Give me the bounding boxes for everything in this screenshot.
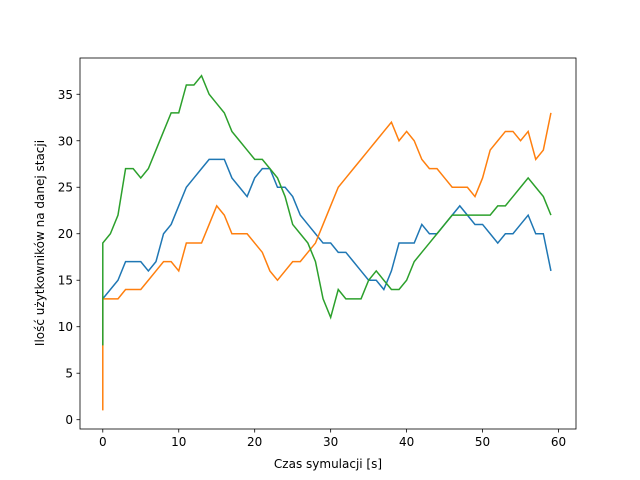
x-tick-label: 10 — [171, 435, 186, 449]
x-tick-label: 0 — [99, 435, 107, 449]
y-axis-label: Ilość użytkowników na danej stacji — [33, 140, 47, 346]
y-tick-label: 10 — [58, 320, 73, 334]
line-series — [102, 74, 552, 346]
x-tick-label: 50 — [475, 435, 490, 449]
y-tick-label: 0 — [65, 413, 73, 427]
y-tick-label: 15 — [58, 274, 73, 288]
x-tick-label: 40 — [399, 435, 414, 449]
x-tick-label: 20 — [247, 435, 262, 449]
x-tick-label: 60 — [551, 435, 566, 449]
y-tick-label: 30 — [58, 134, 73, 148]
y-tick-label: 25 — [58, 181, 73, 195]
y-tick-label: 35 — [58, 88, 73, 102]
x-tick-label: 30 — [323, 435, 338, 449]
line-series — [102, 112, 552, 411]
x-axis-label: Czas symulacji [s] — [274, 457, 382, 471]
y-tick-label: 5 — [65, 367, 73, 381]
plot-frame — [79, 57, 577, 430]
line-series — [102, 158, 552, 346]
y-tick-label: 20 — [58, 227, 73, 241]
